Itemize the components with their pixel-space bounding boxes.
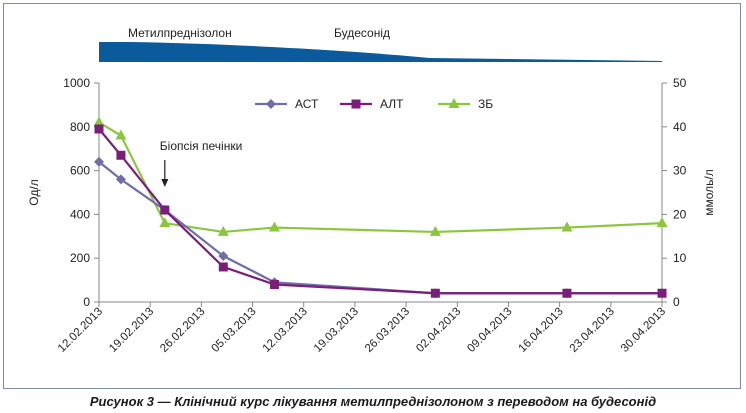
data-point-alt (430, 288, 440, 298)
series-line (98, 121, 663, 234)
x-tick-label: 05.03.2013 (209, 306, 258, 355)
data-point-zb (429, 225, 441, 236)
series-triangle (93, 116, 668, 236)
y-tick-label-left: 1000 (63, 76, 90, 90)
y-tick-label-right: 30 (673, 164, 687, 178)
annotation: Біопсія печінки (160, 139, 242, 187)
x-tick-label: 09.04.2013 (465, 306, 514, 355)
series-layer (93, 116, 668, 299)
figure-frame (3, 3, 741, 389)
data-point-ast (115, 174, 126, 185)
data-point-alt (94, 124, 104, 134)
data-point-alt (116, 150, 126, 160)
data-point-alt (269, 279, 279, 289)
data-point-zb (217, 225, 229, 236)
y-axis-title-left: Од/л (27, 179, 41, 205)
data-point-ast (218, 251, 229, 262)
x-tick-label: 19.02.2013 (107, 306, 156, 355)
x-tick-label: 02.04.2013 (414, 306, 463, 355)
data-point-alt (218, 262, 228, 272)
data-point-zb (115, 129, 127, 140)
legend-label: АСТ (295, 97, 319, 111)
annotation-arrowhead (161, 179, 169, 187)
y-tick-label-left: 800 (70, 120, 90, 134)
legend-label: АЛТ (380, 97, 404, 111)
series-line (98, 128, 662, 295)
annotation-label: Біопсія печінки (160, 139, 242, 153)
data-point-alt (160, 205, 170, 215)
data-point-zb (448, 98, 460, 108)
treatment-wedge (99, 42, 662, 62)
data-point-ast (94, 156, 104, 167)
data-point-ast (266, 99, 276, 109)
y-tick-label-right: 50 (673, 76, 687, 90)
legend-label: ЗБ (478, 97, 493, 111)
y-tick-label-right: 0 (673, 295, 680, 309)
x-tick-label: 16.04.2013 (517, 306, 566, 355)
x-tick-label: 26.03.2013 (363, 306, 412, 355)
y-tick-label-left: 600 (70, 164, 90, 178)
y-tick-label-left: 200 (70, 251, 90, 265)
y-tick-label-left: 400 (70, 207, 90, 221)
data-point-alt (657, 288, 667, 298)
treatment-label-methylprednisolone: Метилпреднізолон (128, 26, 232, 40)
data-point-zb (268, 221, 280, 232)
x-tick-label: 23.04.2013 (568, 306, 617, 355)
figure-caption: Рисунок 3 — Клінічний курс лікування мет… (89, 394, 657, 409)
chart: Метилпреднізолон Будесонід 0200400600800… (27, 26, 716, 355)
data-point-zb (561, 221, 573, 232)
data-point-alt (562, 288, 572, 298)
y-axis-title-right: ммоль/л (702, 169, 716, 216)
x-tick-label: 26.02.2013 (158, 306, 207, 355)
data-point-zb (93, 116, 105, 127)
legend: АСТ АЛТ ЗБ (255, 97, 493, 111)
data-point-zb (159, 217, 171, 228)
y-tick-label-right: 10 (673, 251, 687, 265)
x-tick-label: 19.03.2013 (312, 306, 361, 355)
y-tick-label-right: 20 (673, 207, 687, 221)
data-point-zb (656, 217, 668, 228)
y-tick-label-right: 40 (673, 120, 687, 134)
x-tick-label: 30.04.2013 (619, 306, 668, 355)
y-tick-label-left: 0 (83, 295, 90, 309)
series-square (94, 124, 667, 298)
x-tick-label: 12.02.2013 (56, 306, 105, 355)
x-tick-label: 12.03.2013 (261, 306, 310, 355)
treatment-label-budesonide: Будесонід (334, 26, 390, 40)
data-point-alt (351, 99, 361, 109)
